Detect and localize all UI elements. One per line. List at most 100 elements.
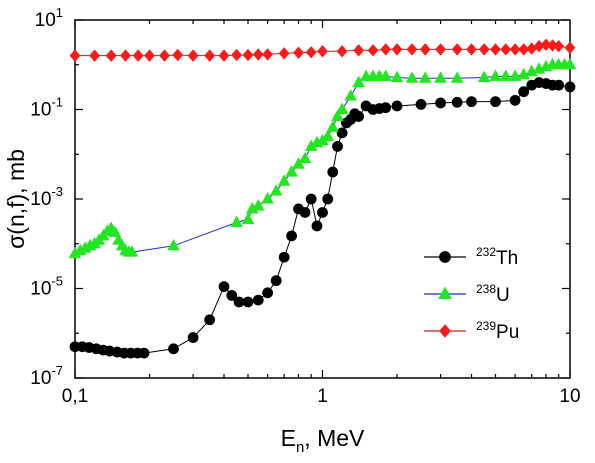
data-point [269,184,283,196]
data-point [435,97,446,109]
axis-titles: En, MeV σ(n,f), mb [3,149,365,456]
y-tick-base: 10 [30,189,51,210]
data-point [490,43,501,56]
data-point [331,109,344,121]
data-point [379,69,392,81]
data-point [125,245,139,257]
legend-marker [438,286,452,299]
legend-label: 232Th [476,245,518,269]
data-point [159,49,170,62]
data-point [230,215,243,227]
data-point [89,49,100,62]
data-point [518,43,530,56]
data-point [168,343,179,355]
data-point [187,332,199,343]
x-axis-title-rest: , MeV [304,425,365,451]
y-tick-base: 10 [30,100,51,121]
data-point [391,43,403,56]
data-point [277,174,291,186]
data-point [517,67,530,80]
data-point [435,43,446,56]
legend-mass-number: 239 [476,319,496,333]
series-layer [68,38,577,359]
data-point [261,192,274,204]
data-point [390,70,404,83]
legend-element: Pu [496,322,519,343]
data-point [415,99,427,110]
data-point [326,120,340,132]
y-tick-base: 10 [30,368,51,389]
data-point [299,207,311,218]
data-point [242,296,254,308]
data-point [509,43,521,56]
legend-element: U [496,285,510,306]
data-point [293,46,304,60]
y-tick-label: 10-3 [30,184,63,210]
data-point [490,96,501,108]
data-point [317,207,328,218]
data-point [477,70,491,83]
x-tick-label: 1 [317,386,328,407]
data-point [336,45,348,58]
data-point [380,43,392,56]
data-point [508,69,522,81]
data-point [251,199,265,211]
data-point [450,71,464,83]
legend-label: 238U [476,282,510,306]
y-tick-label: 10-7 [30,363,63,389]
data-point [262,287,273,299]
y-tick-label: 10-1 [30,95,63,121]
data-point [187,49,199,62]
data-point [132,49,144,62]
data-point [336,127,348,139]
data-point [500,43,512,56]
data-point [451,96,463,108]
legend-mass-number: 238 [476,282,496,296]
data-point [242,48,254,62]
legend-entry: 232Th [424,245,518,269]
data-point [466,96,477,108]
legend-mass-number: 232 [476,245,496,259]
data-point [434,71,447,83]
data-point [298,151,312,164]
data-point [120,49,131,62]
data-point [144,49,155,62]
data-point [226,290,238,301]
data-point [305,193,317,205]
data-point [380,102,392,114]
data-point [564,41,576,54]
data-point [286,230,297,242]
x-axis-title: En, MeV [281,425,365,456]
data-point [405,71,419,83]
data-point [419,43,431,56]
series-pu [69,38,576,62]
data-point [278,47,290,60]
data-point [327,166,339,178]
data-point [105,49,117,62]
x-axis-title-main: E [281,425,296,451]
data-point [335,102,349,115]
legend-marker [439,251,451,263]
data-point [278,251,290,263]
data-point [252,48,264,61]
data-point [509,94,521,106]
y-tick-label: 101 [35,5,63,31]
data-point [167,238,180,251]
data-point [353,44,365,57]
data-point [317,45,328,58]
data-point [518,86,530,98]
data-point [138,347,150,359]
data-point [305,46,317,59]
data-point [262,48,273,61]
legend-entry: 238U [424,282,510,306]
data-point [563,57,577,70]
x-axis-title-subscript: n [296,439,304,456]
data-point [233,296,245,308]
y-tick-base: 10 [30,279,51,300]
legend-element: Th [496,248,518,269]
y-tick-exponent: -5 [51,274,63,289]
data-point [466,43,477,56]
y-tick-exponent: -7 [51,363,63,378]
legend-label: 239Pu [476,319,519,343]
